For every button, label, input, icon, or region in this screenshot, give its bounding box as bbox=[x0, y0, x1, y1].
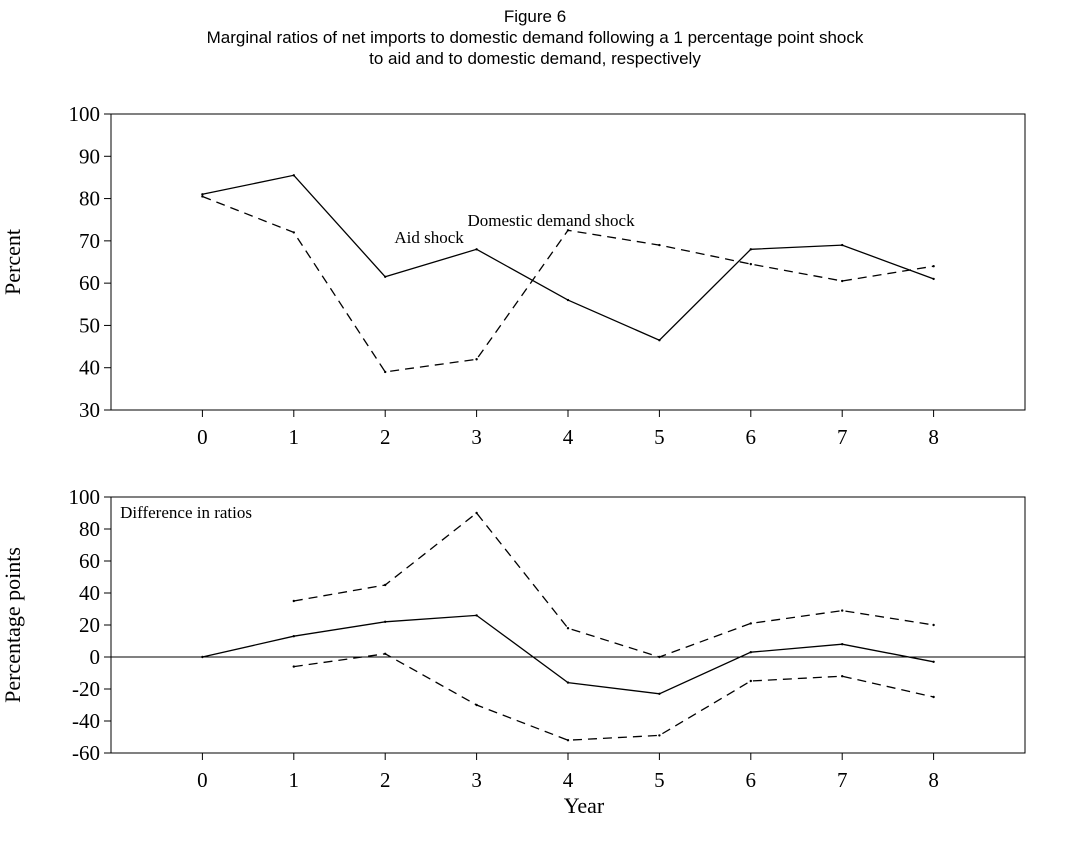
x-tick-label: 2 bbox=[380, 768, 391, 792]
data-point bbox=[932, 695, 935, 699]
data-point bbox=[749, 262, 752, 266]
data-point bbox=[292, 599, 295, 603]
bottom-panel: -60 -40 -20 0 20 40 60 80 100 0 1 2 3 4 5 6 7 8 Percentage… bbox=[0, 485, 1026, 792]
x-tick-label: 3 bbox=[471, 425, 482, 449]
x-tick-label: 7 bbox=[837, 425, 848, 449]
data-point bbox=[384, 583, 387, 587]
data-point bbox=[292, 231, 295, 234]
data-point bbox=[475, 358, 478, 361]
data-point bbox=[475, 248, 478, 251]
series-line-aid-shock bbox=[202, 174, 934, 341]
data-point bbox=[932, 265, 935, 268]
y-axis-title: Percentage points bbox=[0, 547, 25, 703]
x-tick-label: 5 bbox=[654, 768, 665, 792]
x-tick-label: 4 bbox=[563, 425, 574, 449]
y-axis-title: Percent bbox=[0, 229, 25, 295]
chart-annotation: Domestic demand shock bbox=[467, 211, 635, 230]
data-point bbox=[658, 339, 661, 342]
y-tick-label: 50 bbox=[79, 313, 100, 337]
data-point bbox=[749, 679, 752, 683]
chart-annotation: Aid shock bbox=[394, 228, 464, 247]
x-tick-label: 7 bbox=[837, 768, 848, 792]
data-point bbox=[384, 620, 387, 623]
y-tick-label: 40 bbox=[79, 581, 100, 605]
y-tick-label: -20 bbox=[72, 677, 100, 701]
data-point bbox=[475, 703, 478, 707]
data-point bbox=[841, 609, 844, 612]
data-point bbox=[658, 655, 661, 659]
y-tick-label: 100 bbox=[69, 102, 101, 126]
data-point bbox=[201, 193, 204, 196]
x-tick-label: 0 bbox=[197, 425, 208, 449]
x-tick-label: 8 bbox=[928, 768, 939, 792]
data-point bbox=[841, 279, 844, 283]
data-point bbox=[475, 511, 478, 515]
y-tick-label: -40 bbox=[72, 709, 100, 733]
y-tick-label: 0 bbox=[90, 645, 101, 669]
y-tick-label: 80 bbox=[79, 187, 100, 211]
figure-title-line-1: Marginal ratios of net imports to domest… bbox=[206, 28, 864, 47]
x-tick-label: 4 bbox=[563, 768, 574, 792]
data-point bbox=[841, 243, 844, 247]
data-point bbox=[841, 643, 844, 646]
data-point bbox=[292, 665, 295, 668]
series-line-band bbox=[293, 512, 934, 658]
data-point bbox=[201, 195, 204, 198]
data-point bbox=[475, 614, 478, 617]
y-tick-label: 90 bbox=[79, 144, 100, 168]
x-tick-label: 8 bbox=[928, 425, 939, 449]
data-point bbox=[932, 623, 935, 627]
data-point bbox=[566, 681, 570, 684]
chart-annotation: Difference in ratios bbox=[120, 503, 252, 522]
y-tick-label: 60 bbox=[79, 271, 100, 295]
data-point bbox=[841, 675, 844, 678]
y-tick-label: 60 bbox=[79, 549, 100, 573]
x-tick-label: 5 bbox=[654, 425, 665, 449]
data-point bbox=[566, 627, 570, 630]
y-tick-label: 30 bbox=[79, 398, 100, 422]
x-tick-label: 6 bbox=[746, 425, 757, 449]
data-point bbox=[566, 739, 570, 742]
y-tick-label: 20 bbox=[79, 613, 100, 637]
data-point bbox=[932, 277, 935, 281]
data-point bbox=[749, 651, 752, 654]
y-tick-label: 80 bbox=[79, 517, 100, 541]
data-point bbox=[384, 275, 387, 278]
figure-title-block: Figure 6 Marginal ratios of net imports … bbox=[0, 6, 1070, 69]
y-tick-label: 100 bbox=[69, 485, 101, 509]
y-tick-label: 40 bbox=[79, 356, 100, 380]
data-point bbox=[384, 370, 387, 374]
data-point bbox=[566, 298, 570, 302]
figure-label: Figure 6 bbox=[503, 7, 567, 26]
data-point bbox=[292, 174, 295, 177]
data-point bbox=[292, 635, 295, 638]
x-tick-label: 0 bbox=[197, 768, 208, 792]
data-point bbox=[658, 243, 661, 247]
x-tick-label: 1 bbox=[289, 425, 300, 449]
data-point bbox=[749, 248, 752, 251]
x-tick-label: 2 bbox=[380, 425, 391, 449]
plot-frame bbox=[110, 496, 1026, 754]
figure-title-line-2: to aid and to domestic demand, respectiv… bbox=[369, 49, 701, 68]
data-point bbox=[658, 734, 661, 737]
x-tick-label: 1 bbox=[289, 768, 300, 792]
x-axis-title: Year bbox=[564, 793, 605, 818]
data-point bbox=[658, 692, 661, 695]
data-point bbox=[932, 660, 935, 663]
data-point bbox=[201, 655, 204, 659]
x-tick-label: 6 bbox=[746, 768, 757, 792]
series-line-band bbox=[293, 653, 934, 741]
data-point bbox=[749, 622, 752, 625]
top-panel: 30 40 50 60 70 80 90 100 0 1 2 3 4 5 6 7 8 Percent Aid sho… bbox=[0, 102, 1026, 449]
y-tick-label: 70 bbox=[79, 229, 100, 253]
y-tick-label: -60 bbox=[72, 741, 100, 765]
data-point bbox=[384, 652, 387, 655]
data-point bbox=[566, 229, 570, 232]
x-tick-label: 3 bbox=[471, 768, 482, 792]
